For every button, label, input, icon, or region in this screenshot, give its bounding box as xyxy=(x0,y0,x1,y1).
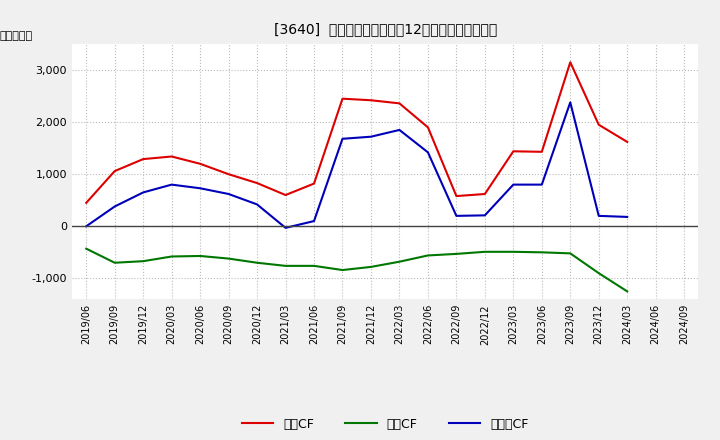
フリーCF xyxy=(480,213,489,218)
営業CF xyxy=(452,194,461,199)
フリーCF xyxy=(225,191,233,197)
投資CF xyxy=(366,264,375,270)
フリーCF xyxy=(623,214,631,220)
投資CF xyxy=(82,246,91,251)
フリーCF xyxy=(366,134,375,139)
投資CF xyxy=(253,260,261,265)
投資CF xyxy=(338,268,347,273)
営業CF xyxy=(167,154,176,159)
フリーCF xyxy=(566,100,575,105)
営業CF xyxy=(623,139,631,145)
営業CF xyxy=(196,161,204,166)
フリーCF xyxy=(82,224,91,229)
Title: [3640]  キャッシュフローの12か月移動合計の推移: [3640] キャッシュフローの12か月移動合計の推移 xyxy=(274,22,497,36)
投資CF xyxy=(623,289,631,294)
Y-axis label: （百万円）: （百万円） xyxy=(0,31,32,41)
フリーCF xyxy=(452,213,461,219)
営業CF xyxy=(395,101,404,106)
投資CF xyxy=(395,259,404,264)
営業CF xyxy=(595,122,603,127)
営業CF xyxy=(480,191,489,197)
フリーCF xyxy=(423,150,432,155)
フリーCF xyxy=(338,136,347,141)
フリーCF xyxy=(395,127,404,132)
投資CF xyxy=(167,254,176,259)
フリーCF xyxy=(253,202,261,207)
フリーCF xyxy=(167,182,176,187)
投資CF xyxy=(423,253,432,258)
投資CF xyxy=(110,260,119,265)
営業CF xyxy=(338,96,347,101)
営業CF xyxy=(139,157,148,162)
投資CF xyxy=(595,271,603,276)
フリーCF xyxy=(595,213,603,219)
投資CF xyxy=(452,251,461,257)
投資CF xyxy=(196,253,204,259)
営業CF xyxy=(82,200,91,205)
フリーCF xyxy=(110,204,119,209)
フリーCF xyxy=(196,186,204,191)
Legend: 営業CF, 投資CF, フリーCF: 営業CF, 投資CF, フリーCF xyxy=(237,413,534,436)
営業CF xyxy=(423,125,432,130)
Line: 営業CF: 営業CF xyxy=(86,62,627,203)
営業CF xyxy=(253,180,261,186)
営業CF xyxy=(225,172,233,177)
投資CF xyxy=(310,263,318,268)
投資CF xyxy=(225,256,233,261)
営業CF xyxy=(537,149,546,154)
投資CF xyxy=(480,249,489,254)
営業CF xyxy=(110,169,119,174)
フリーCF xyxy=(537,182,546,187)
営業CF xyxy=(282,192,290,198)
投資CF xyxy=(282,263,290,268)
Line: フリーCF: フリーCF xyxy=(86,103,627,228)
営業CF xyxy=(366,98,375,103)
フリーCF xyxy=(310,218,318,224)
フリーCF xyxy=(282,225,290,231)
フリーCF xyxy=(139,190,148,195)
営業CF xyxy=(509,149,518,154)
投資CF xyxy=(537,249,546,255)
Line: 投資CF: 投資CF xyxy=(86,249,627,291)
投資CF xyxy=(566,251,575,256)
営業CF xyxy=(310,181,318,186)
営業CF xyxy=(566,59,575,65)
投資CF xyxy=(139,259,148,264)
投資CF xyxy=(509,249,518,254)
フリーCF xyxy=(509,182,518,187)
